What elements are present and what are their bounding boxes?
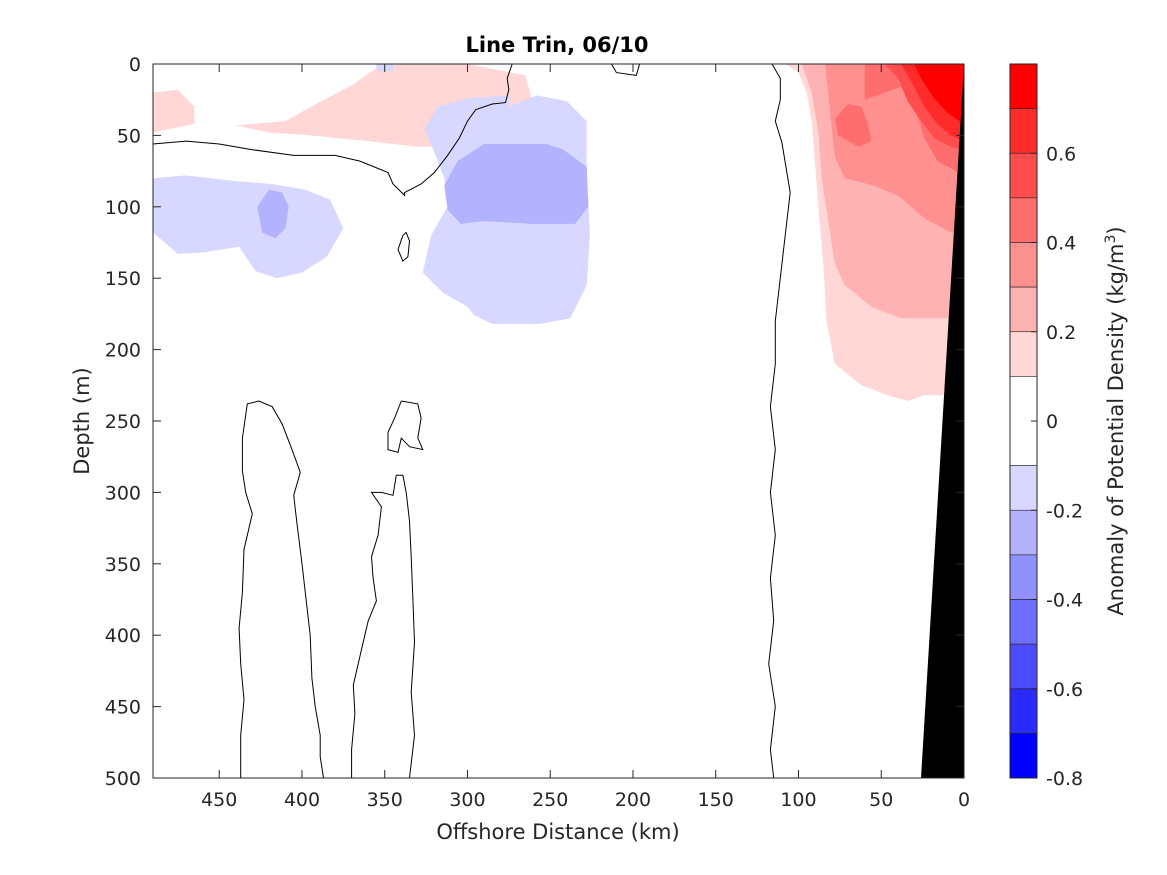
colorbar-swatch-0 <box>1009 63 1038 109</box>
colorbar-tick-label: -0.4 <box>1046 590 1083 612</box>
x-tick-label: 300 <box>449 789 485 811</box>
y-tick-label: 100 <box>105 197 141 219</box>
x-tick-label: 150 <box>698 789 734 811</box>
colorbar-swatch-10 <box>1009 554 1038 600</box>
zero-contour-line-0 <box>152 63 513 197</box>
colorbar-swatch-2 <box>1009 152 1038 199</box>
x-tick-label: 450 <box>201 789 237 811</box>
colorbar-swatch-4 <box>1009 242 1038 288</box>
plot-area: 450 400 350 300 250 200 150 100 50 0 050100150200… <box>105 54 970 811</box>
y-tick-label: 300 <box>105 482 141 504</box>
y-tick-label: 200 <box>105 340 141 362</box>
colorbar-label: Anomaly of Potential Density (kg/m3) <box>1103 226 1128 615</box>
chart-title: Line Trin, 06/10 <box>465 33 648 57</box>
zero-contour-line-5 <box>351 474 416 779</box>
colorbar-swatch-3 <box>1009 197 1038 243</box>
colorbar-tick-label: -0.8 <box>1046 768 1083 790</box>
x-tick-label: 0 <box>958 789 970 811</box>
y-tick-label: 50 <box>117 125 141 147</box>
zero-contour-line-4 <box>238 400 324 779</box>
seafloor-polygon <box>921 64 964 778</box>
y-axis-label: Depth (m) <box>70 367 94 474</box>
y-tick-label: 0 <box>129 54 141 76</box>
x-tick-label: 350 <box>367 789 403 811</box>
colorbar: 0.6 0.4 0.2 0 -0.2 -0.4 -0.6 -0.8 Anomaly of Po… <box>1009 63 1128 790</box>
colorbar-swatch-12 <box>1009 643 1038 690</box>
colorbar-swatch-1 <box>1009 108 1038 154</box>
zero-contour-line-3 <box>768 63 791 779</box>
y-tick-label: 400 <box>105 625 141 647</box>
y-tick-label: 450 <box>105 697 141 719</box>
colorbar-tick-label: 0.2 <box>1046 322 1076 344</box>
y-tick-label: 150 <box>105 268 141 290</box>
y-tick-label: 250 <box>105 411 141 433</box>
zero-contour-line-1 <box>611 63 641 76</box>
colorbar-swatch-14 <box>1009 733 1038 779</box>
colorbar-swatch-6 <box>1009 331 1038 377</box>
contour-fill-region-3 <box>257 189 289 239</box>
contour-fill-region-0 <box>153 89 195 133</box>
colorbar-tick-label: 0.4 <box>1046 233 1076 255</box>
colorbar-tick-label: 0.6 <box>1046 143 1076 165</box>
colorbar-label-superscript: 3 <box>1103 235 1119 244</box>
colorbar-swatch-8 <box>1009 465 1038 511</box>
contour-fill-region-12 <box>834 104 872 147</box>
colorbar-ticks: 0.6 0.4 0.2 0 -0.2 -0.4 -0.6 -0.8 <box>1031 143 1083 790</box>
y-axis-ticks: 0 50 100 150 200 250 300 350 400 450 500 <box>105 54 964 790</box>
colorbar-swatches <box>1009 63 1038 779</box>
y-tick-label: 500 <box>105 768 141 790</box>
x-tick-label: 200 <box>615 789 651 811</box>
contour-fill-region-2 <box>153 175 344 279</box>
x-axis-label: Offshore Distance (km) <box>436 820 679 844</box>
colorbar-tick-label: 0 <box>1046 411 1058 433</box>
colorbar-tick-label: -0.2 <box>1046 500 1083 522</box>
x-axis-ticks: 450 400 350 300 250 200 150 100 50 0 <box>201 64 970 811</box>
seafloor-mask <box>921 64 964 778</box>
colorbar-swatch-11 <box>1009 599 1038 645</box>
zero-contour-lines <box>152 63 791 779</box>
colorbar-swatch-13 <box>1009 688 1038 734</box>
colorbar-swatch-9 <box>1009 509 1038 556</box>
x-tick-label: 250 <box>532 789 568 811</box>
colorbar-label-text: Anomaly of Potential Density (kg/m <box>1104 244 1128 616</box>
zero-contour-line-2 <box>397 231 411 262</box>
contour-fill-region-5 <box>444 144 589 224</box>
colorbar-swatch-5 <box>1009 286 1038 333</box>
colorbar-label-close: ) <box>1104 226 1128 234</box>
contour-fill-region-15 <box>914 64 964 124</box>
filled-contours <box>153 64 964 401</box>
x-tick-label: 400 <box>284 789 320 811</box>
y-tick-label: 350 <box>105 554 141 576</box>
x-tick-label: 100 <box>780 789 816 811</box>
colorbar-tick-label: -0.6 <box>1046 679 1083 701</box>
x-tick-label: 50 <box>869 789 893 811</box>
zero-contour-line-6 <box>387 400 424 454</box>
